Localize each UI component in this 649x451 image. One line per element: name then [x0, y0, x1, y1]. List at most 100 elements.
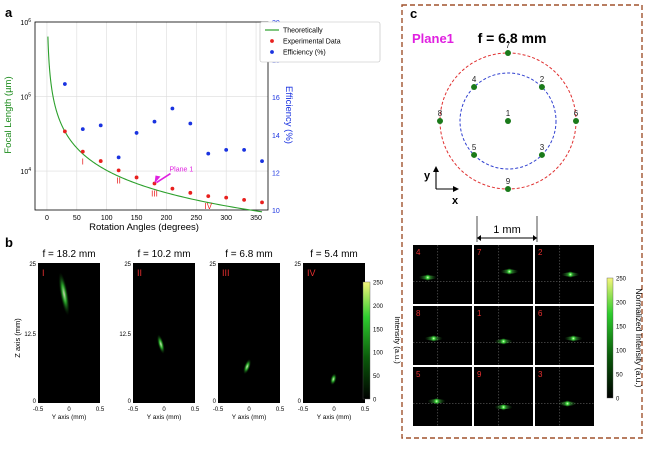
x-tick-label: 350: [250, 215, 262, 222]
colorbar-tick-label: 50: [616, 373, 623, 379]
y-tick-label: 25: [294, 262, 301, 268]
colorbar-tick-label: 250: [373, 281, 384, 287]
colorbar-tick-label: 200: [616, 301, 627, 307]
legend: Theoretically Experimental Data Efficiency…: [259, 21, 381, 63]
colorbar-tick-label: 100: [616, 349, 627, 355]
y-axis-indicator-label: y: [424, 170, 431, 182]
x-tick-label: 100: [101, 215, 113, 222]
colorbar-tick-label: 0: [616, 397, 620, 403]
experimental-point: [116, 168, 121, 173]
focus-point: [471, 151, 478, 158]
legend-efficiency-swatch: [270, 50, 274, 54]
panel-label-a: a: [5, 5, 13, 20]
focus-tile: [474, 306, 533, 365]
legend-experimental-swatch: [270, 39, 274, 43]
experimental-point: [224, 195, 229, 200]
efficiency-point: [260, 159, 264, 164]
x-tick-label: -0.5: [33, 407, 44, 413]
y-tick-label: 25: [29, 262, 36, 268]
y-tick-label: 105: [20, 93, 31, 102]
right-tick-label: 16: [272, 95, 280, 102]
tile-id-label: 4: [416, 248, 421, 257]
plot-frame: [34, 21, 269, 211]
x-tick-label: 250: [190, 215, 202, 222]
colorbar-gradient: [362, 281, 371, 400]
experimental-point: [98, 159, 103, 163]
image-title: f = 6.8 mm: [225, 249, 273, 260]
panel-label-c: c: [410, 6, 417, 21]
tile-id-label: 5: [416, 370, 421, 379]
focus-tile: [535, 306, 594, 365]
tile-id-label: 6: [538, 309, 543, 318]
legend-efficiency-label: Efficiency (%): [283, 50, 326, 57]
tile-spot: [566, 271, 574, 278]
x-tick-label: 0: [332, 407, 336, 413]
tile-spot: [500, 337, 507, 345]
z-axis-label: Z axis (mm): [13, 318, 22, 358]
colorbar-tick-label: 100: [373, 351, 384, 357]
colorbar-tick-label: 150: [616, 325, 627, 331]
efficiency-point: [116, 155, 121, 160]
focus-point: [538, 84, 545, 91]
x-tick-label: 0: [67, 407, 71, 413]
focus-point: [505, 186, 511, 192]
x-tick-label: 0.5: [96, 407, 105, 413]
focal-spot: [330, 373, 337, 386]
tile-spot: [563, 400, 571, 408]
x-axis-label: Y axis (mm): [317, 414, 352, 421]
y-tick-label: 104: [20, 167, 31, 176]
tile-id-label: 3: [538, 370, 543, 379]
scale-bar: 1 mm: [476, 216, 538, 242]
efficiency-point: [170, 106, 175, 111]
annotation-roman-label: I: [82, 158, 84, 167]
x-tick-label: 0: [162, 407, 166, 413]
x-tick-label: -0.5: [213, 407, 224, 413]
colorbar-label: Intensity (a.u.): [393, 316, 402, 364]
annotation-arrow: [156, 172, 171, 184]
colorbar-tick-label: 250: [616, 277, 627, 283]
focus-point: [505, 50, 511, 56]
experimental-point: [62, 129, 67, 134]
image-id-label: III: [222, 268, 230, 278]
focus-tile: [474, 367, 533, 426]
x-axis-label: Y axis (mm): [52, 414, 87, 421]
legend-experimental-label: Experimental Data: [283, 39, 341, 46]
scale-arrow-left: [477, 235, 481, 241]
focus-point: [505, 118, 511, 124]
image-id-label: IV: [307, 268, 316, 278]
efficiency-points: [62, 82, 264, 164]
field-image: [218, 263, 280, 403]
field-image: [38, 263, 100, 403]
annotation-roman-label: II: [116, 176, 120, 185]
x-tick-label: 200: [161, 215, 173, 222]
x-tick-label: 300: [220, 215, 232, 222]
tile-spot: [433, 397, 441, 405]
focus-point-label: 1: [506, 109, 511, 118]
annotation-arrow-head: [154, 175, 161, 184]
focus-point-label: 6: [574, 109, 579, 118]
x-tick-label: 150: [131, 215, 143, 222]
y-tick-label: 0: [33, 399, 37, 405]
efficiency-point: [80, 127, 85, 132]
x-axis-label: Y axis (mm): [147, 414, 182, 421]
x-tick-label: -0.5: [298, 407, 309, 413]
colorbar-tick-label: 0: [373, 398, 377, 404]
legend-box: [259, 21, 381, 63]
efficiency-point: [62, 82, 67, 86]
y-tick-labels: 104 105 106: [20, 18, 31, 176]
x-axis-label: Rotation Angles (degrees): [89, 222, 199, 233]
y-tick-label: 0: [298, 399, 302, 405]
image-title: f = 10.2 mm: [137, 249, 190, 260]
focus-point-label: 8: [438, 109, 443, 118]
focus-point: [471, 84, 478, 91]
theory-curve: [47, 36, 263, 213]
focus-tile: [535, 367, 594, 426]
experimental-point: [260, 200, 264, 205]
tile-spot: [424, 273, 432, 281]
focus-tile-grid: 4 7 2 8 1 6 5 9 3: [411, 243, 596, 428]
tile-id-label: 2: [538, 248, 543, 257]
right-tick-label: 14: [272, 133, 280, 140]
colorbar-tick-label: 50: [373, 374, 380, 380]
efficiency-point: [152, 119, 157, 124]
panel-b-images: f = 18.2 mm I 25 12.5 0 -0.5 0 0.5 Y axis (mm) f …: [24, 249, 370, 421]
